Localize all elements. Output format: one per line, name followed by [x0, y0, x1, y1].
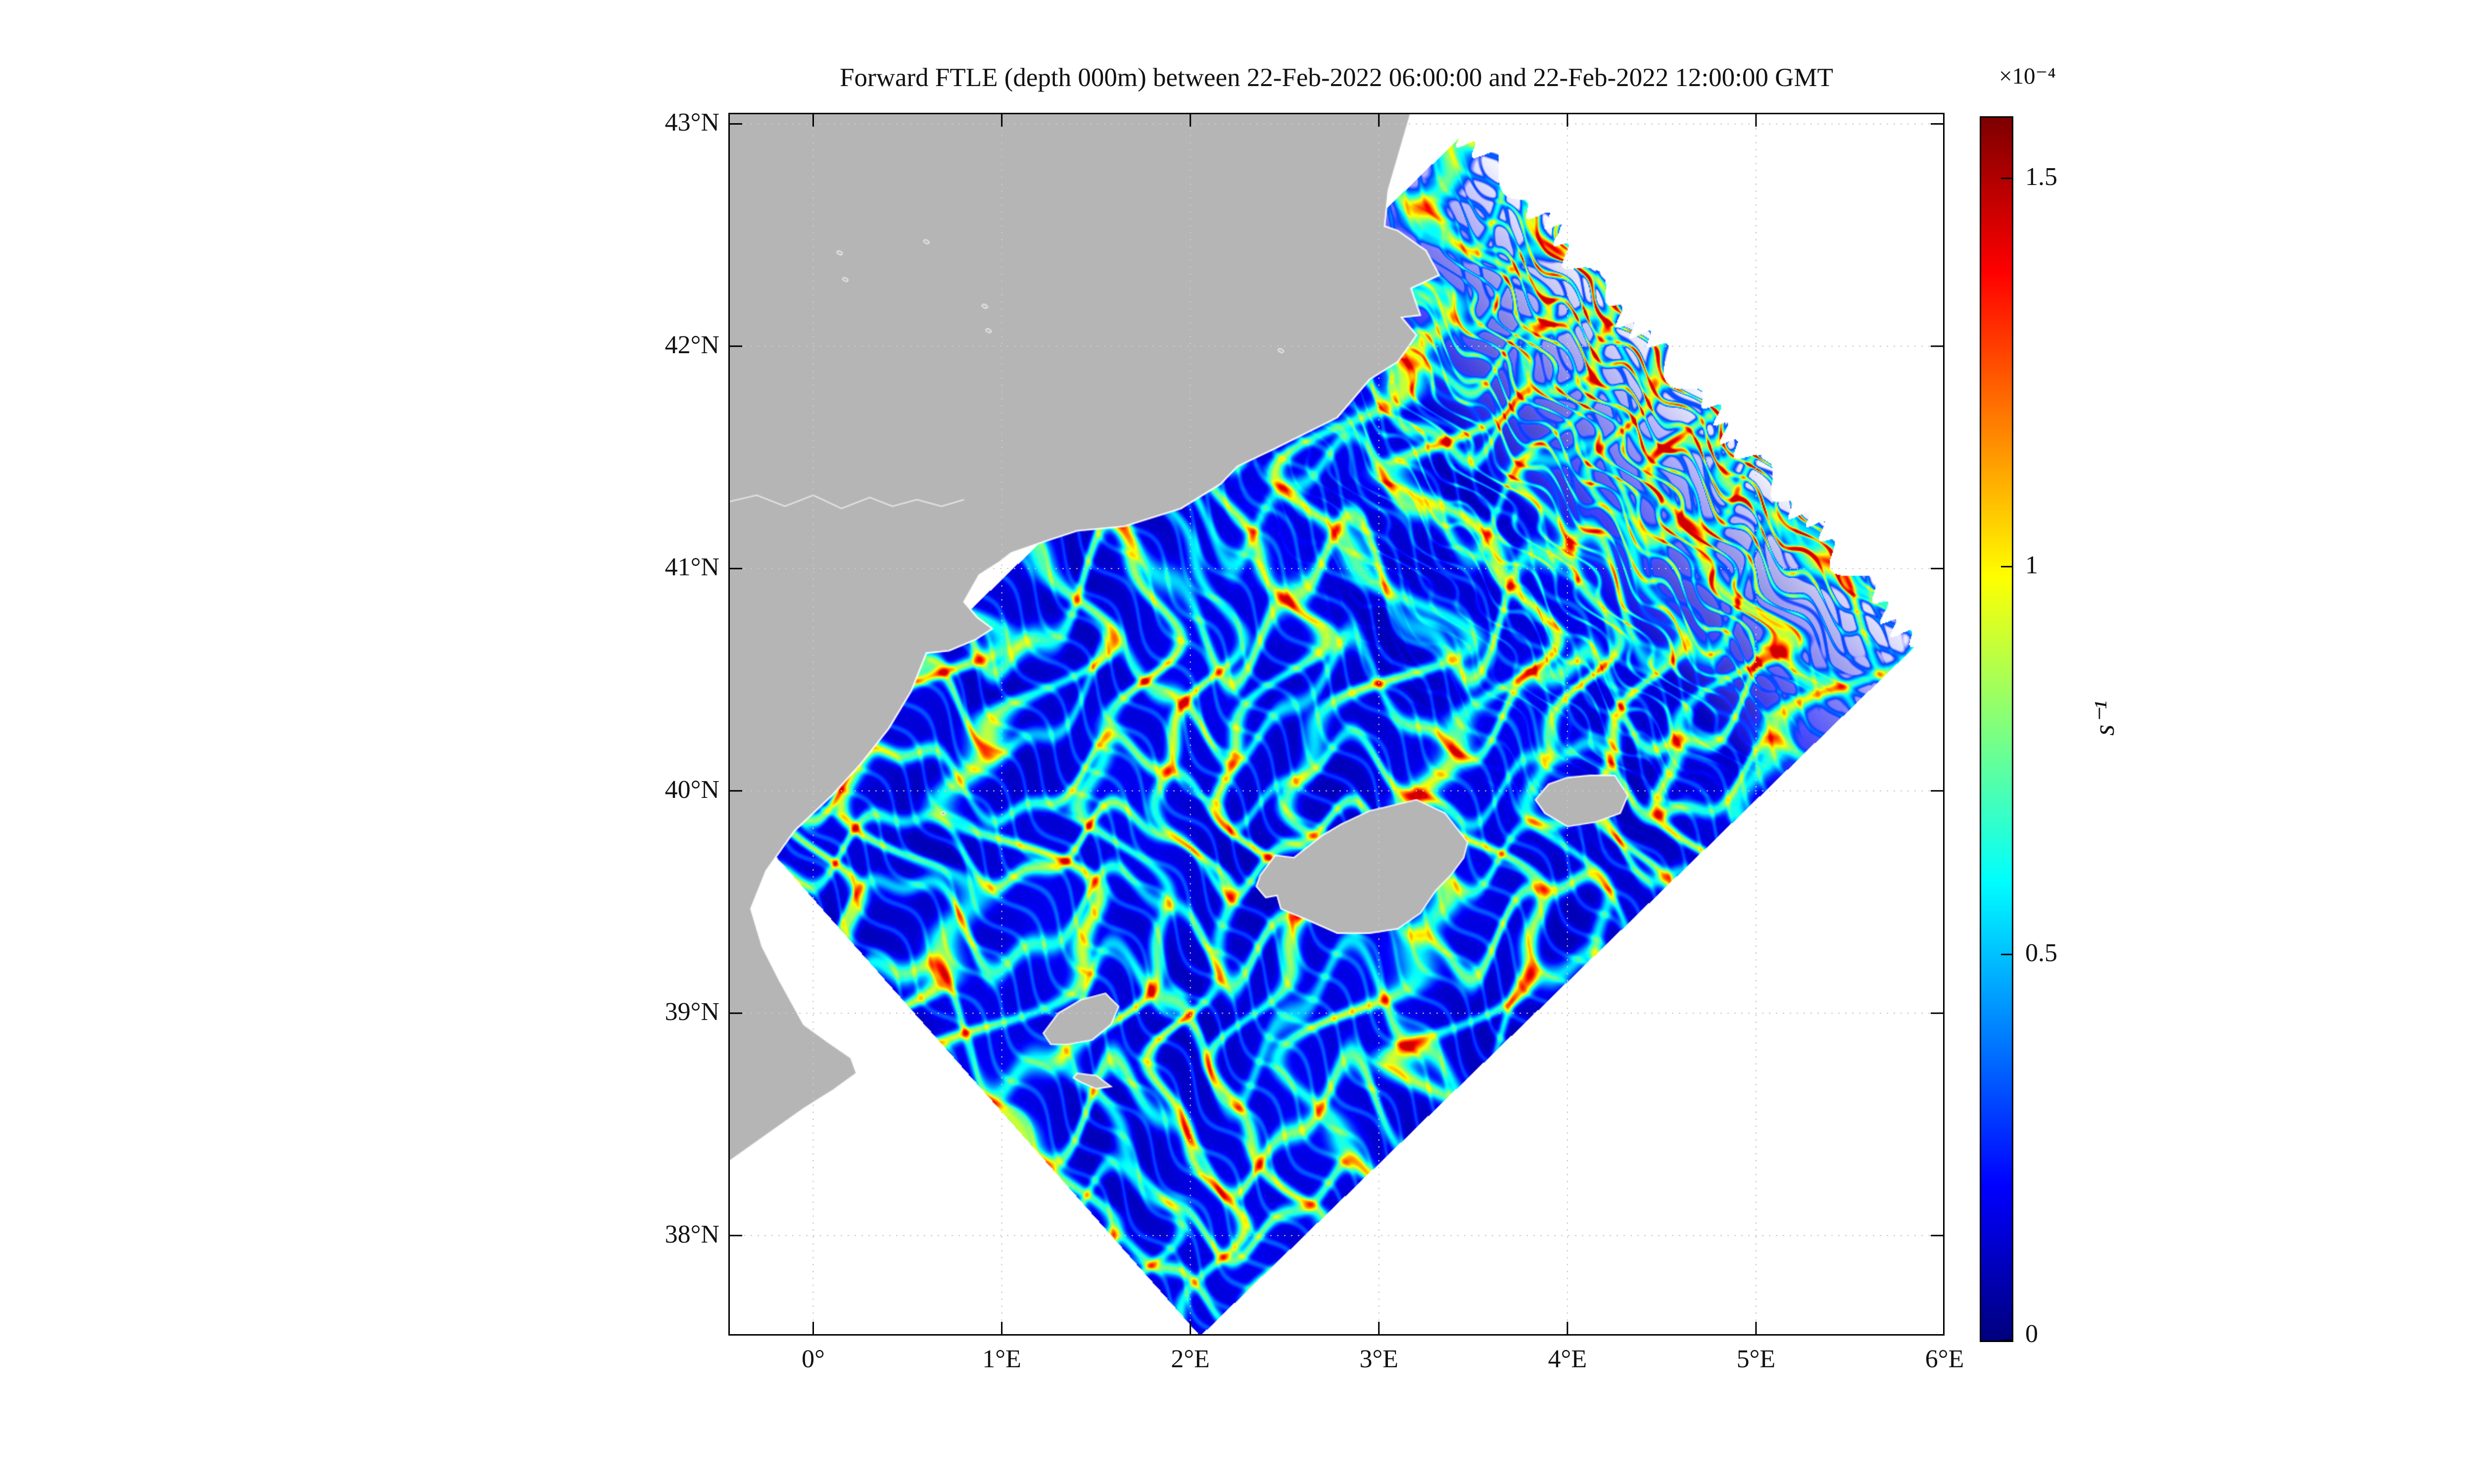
y-tick-label: 41°N [665, 553, 719, 582]
map-plot [728, 113, 1945, 1336]
axes-overlay [728, 113, 1945, 1336]
colorbar [1980, 116, 2013, 1342]
y-tick-label: 43°N [665, 108, 719, 137]
colorbar-unit-label: s⁻¹ [2088, 700, 2120, 736]
colorbar-tick [2001, 953, 2012, 955]
x-tick-label: 0° [802, 1345, 825, 1373]
y-tick-label: 40°N [665, 775, 719, 804]
x-tick-label: 2°E [1171, 1345, 1210, 1373]
x-tick-label: 6°E [1925, 1345, 1964, 1373]
colorbar-tick-label: 1.5 [2025, 163, 2057, 191]
colorbar-exponent-label: ×10⁻⁴ [1999, 63, 2056, 89]
figure-title: Forward FTLE (depth 000m) between 22-Feb… [840, 63, 1833, 92]
x-tick-label: 4°E [1548, 1345, 1587, 1373]
colorbar-gradient [1981, 118, 2012, 1341]
x-tick-label: 1°E [982, 1345, 1021, 1373]
colorbar-tick [2001, 1340, 2012, 1341]
y-tick-label: 38°N [665, 1220, 719, 1249]
colorbar-tick [2001, 178, 2012, 180]
colorbar-tick-label: 1 [2025, 551, 2038, 579]
colorbar-tick-label: 0.5 [2025, 938, 2057, 967]
ftle-field-canvas [728, 113, 1945, 1336]
y-tick-label: 42°N [665, 330, 719, 359]
x-tick-label: 5°E [1736, 1345, 1776, 1373]
colorbar-tick [2001, 565, 2012, 567]
x-tick-label: 3°E [1359, 1345, 1399, 1373]
colorbar-tick-label: 0 [2025, 1320, 2038, 1348]
y-tick-label: 39°N [665, 998, 719, 1026]
